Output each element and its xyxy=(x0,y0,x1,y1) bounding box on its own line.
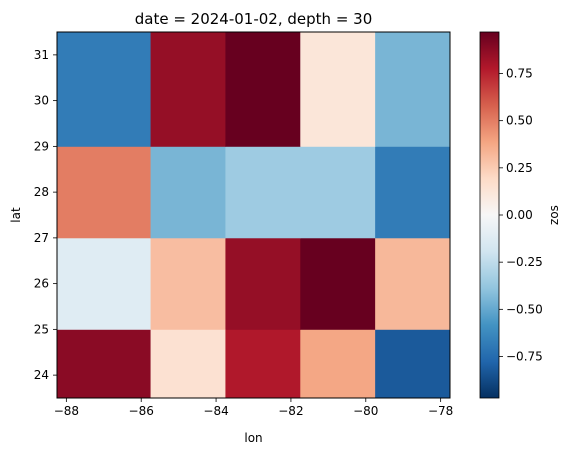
chart-title: date = 2024-01-02, depth = 30 xyxy=(135,10,373,28)
x-tick-label: −80 xyxy=(353,404,378,418)
y-tick-label: 28 xyxy=(34,185,49,199)
y-tick-label: 29 xyxy=(34,139,49,153)
heatmap-cell xyxy=(375,329,451,399)
heatmap-cell xyxy=(375,237,451,330)
heatmap-cell xyxy=(57,329,151,399)
heatmap-cell xyxy=(375,32,451,147)
heatmap-cell xyxy=(57,32,151,147)
colorbar-tick-label: 0.00 xyxy=(506,208,533,222)
heatmap-cell xyxy=(150,237,226,330)
heatmap-cell xyxy=(225,146,301,239)
heatmap-cell xyxy=(225,329,301,399)
x-tick-label: −86 xyxy=(129,404,154,418)
heatmap-cell xyxy=(300,329,376,399)
heatmap-cell xyxy=(150,32,226,147)
colorbar-label: zos xyxy=(547,205,561,225)
heatmap-cell xyxy=(300,146,376,239)
y-tick-label: 31 xyxy=(34,48,49,62)
y-tick-label: 26 xyxy=(34,277,49,291)
y-axis: 24 25 26 27 28 29 30 31 xyxy=(34,48,57,382)
colorbar-tick-label: −0.50 xyxy=(506,302,543,316)
heatmap-cell xyxy=(300,237,376,330)
x-tick-label: −84 xyxy=(203,404,228,418)
y-tick-label: 30 xyxy=(34,94,49,108)
heatmap-cell xyxy=(57,146,151,239)
colorbar-tick-label: 0.50 xyxy=(506,114,533,128)
y-tick-label: 27 xyxy=(34,231,49,245)
heatmap-cell xyxy=(375,146,451,239)
heatmap-cell xyxy=(150,146,226,239)
colorbar-tick-label: 0.75 xyxy=(506,67,533,81)
colorbar-axis: −0.75 −0.50 −0.25 0.00 0.25 0.50 0.75 xyxy=(499,67,543,363)
colorbar-tick-label: −0.75 xyxy=(506,349,543,363)
y-tick-label: 25 xyxy=(34,322,49,336)
y-tick-label: 24 xyxy=(34,368,49,382)
colorbar-tick-label: 0.25 xyxy=(506,161,533,175)
x-tick-label: −78 xyxy=(428,404,453,418)
y-axis-label: lat xyxy=(9,207,23,223)
x-tick-label: −88 xyxy=(54,404,79,418)
x-axis-label: lon xyxy=(244,431,262,445)
x-tick-label: −82 xyxy=(278,404,303,418)
heatmap-cell xyxy=(150,329,226,399)
colorbar xyxy=(479,31,500,399)
colorbar-tick-label: −0.25 xyxy=(506,255,543,269)
plot-frame xyxy=(56,31,451,399)
heatmap-cell xyxy=(225,237,301,330)
heatmap-cell xyxy=(225,32,301,147)
heatmap-cell xyxy=(57,237,151,330)
x-axis: −88 −86 −84 −82 −80 −78 xyxy=(54,398,453,418)
heatmap-cells xyxy=(57,32,451,399)
heatmap-cell xyxy=(300,32,376,147)
